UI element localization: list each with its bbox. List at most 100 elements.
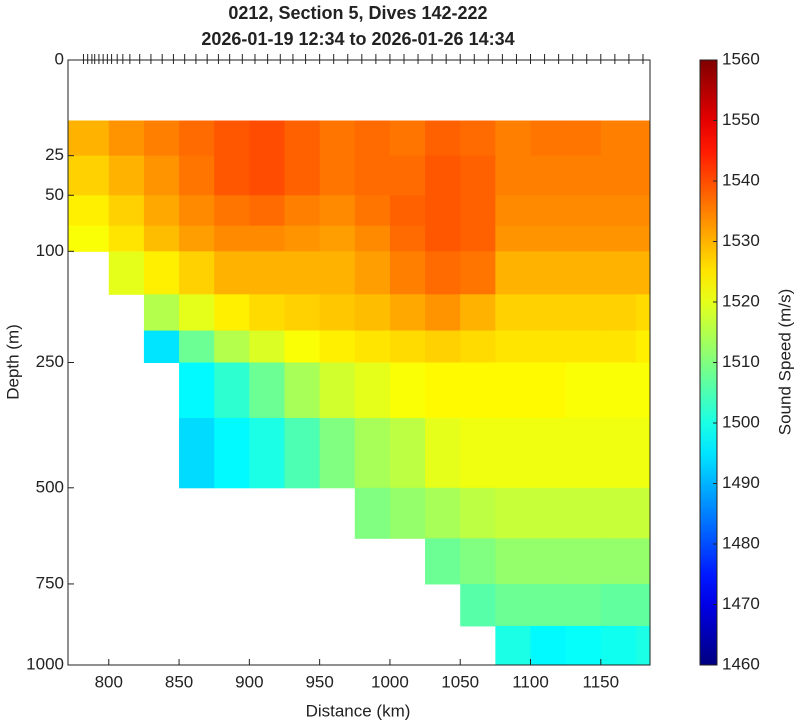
heatmap-cell [249,195,285,227]
heatmap-cell [565,487,602,539]
heatmap-cell [635,362,651,419]
heatmap-cell [284,417,321,489]
heatmap-cell [143,294,180,332]
heatmap-cell [495,294,532,332]
heatmap-cell [600,251,637,295]
heatmap-cell [600,294,637,332]
heatmap-cell [68,155,110,196]
heatmap-cell [68,195,110,227]
heatmap-cell [600,330,637,363]
heatmap-cell [214,155,250,196]
heatmap-cell [319,195,356,227]
heatmap-cell [460,417,496,489]
heatmap-cell [143,330,180,363]
heatmap-cell [530,330,567,363]
heatmap-cell [319,120,356,157]
heatmap-cell [425,155,461,196]
heatmap-cell [425,362,461,419]
colorbar-tick-label: 1540 [722,170,760,189]
heatmap-cell [108,120,145,157]
heatmap-cell [565,120,602,157]
heatmap-cell [179,362,215,419]
heatmap-cell [179,251,215,295]
heatmap-cell [565,195,602,227]
heatmap-cell [495,120,532,157]
heatmap-cell [495,538,532,585]
heatmap-cell [530,362,567,419]
heatmap-cell [354,362,391,419]
y-tick-label: 100 [36,241,64,260]
heatmap-cell [143,195,180,227]
heatmap-cell [179,195,215,227]
heatmap-cell [530,583,567,627]
x-tick-label: 1150 [583,672,620,691]
heatmap-cell [249,155,285,196]
heatmap-cell [284,120,321,157]
heatmap-cell [565,538,602,585]
heatmap-cell [460,583,496,627]
heatmap-cell [635,538,651,585]
heatmap-cell [179,155,215,196]
heatmap-cell [354,330,391,363]
y-tick-label: 250 [36,352,64,371]
heatmap-cell [460,155,496,196]
heatmap-cell [319,155,356,196]
heatmap-cell [600,583,637,627]
heatmap-cell [600,487,637,539]
heatmap-cell [389,195,426,227]
y-tick-label: 50 [45,185,64,204]
heatmap-cell [530,251,567,295]
heatmap-cell [635,625,651,666]
heatmap-cell [284,294,321,332]
x-tick-label: 800 [95,672,123,691]
heatmap-cell [249,330,285,363]
y-tick-label: 0 [55,49,64,68]
heatmap-cell [319,225,356,252]
heatmap-cell [214,195,250,227]
heatmap-cell [460,294,496,332]
heatmap-cell [389,225,426,252]
heatmap-cell [460,225,496,252]
heatmap-cell [495,417,532,489]
heatmap-cell [635,583,651,627]
colorbar-tick-label: 1460 [722,654,760,673]
heatmap-cell [249,294,285,332]
heatmap-cell [635,487,651,539]
colorbar-tick-label: 1560 [722,49,760,68]
heatmap-cell [530,417,567,489]
heatmap-cell [495,583,532,627]
heatmap-cell [530,225,567,252]
heatmap-cell [68,120,110,157]
heatmap-cell [284,155,321,196]
heatmap-cell [143,155,180,196]
heatmap-cell [179,330,215,363]
heatmap-cell [249,251,285,295]
x-tick-label: 1000 [371,672,409,691]
heatmap-cell [530,195,567,227]
heatmap-cell [179,417,215,489]
heatmap-cell [108,225,145,252]
heatmap-cell [354,294,391,332]
heatmap-cell [249,225,285,252]
colorbar-tick-label: 1530 [722,231,760,250]
heatmap-cell [214,330,250,363]
heatmap-cell [214,225,250,252]
colorbar-tick-label: 1510 [722,352,760,371]
heatmap-cell [495,625,532,666]
heatmap-cell [425,417,461,489]
heatmap-cell [214,294,250,332]
colorbar-tick-label: 1470 [722,594,760,613]
heatmap-cell [565,625,602,666]
heatmap-cell [389,251,426,295]
heatmap-cell [460,487,496,539]
heatmap-cell [530,120,567,157]
heatmap-cell [530,625,567,666]
heatmap-cell [530,538,567,585]
y-tick-label: 500 [36,477,64,496]
heatmap-cell [460,538,496,585]
heatmap-cell [635,417,651,489]
heatmap-cell [389,362,426,419]
heatmap-cell [319,330,356,363]
x-tick-label: 1100 [512,672,549,691]
heatmap-cell [354,225,391,252]
